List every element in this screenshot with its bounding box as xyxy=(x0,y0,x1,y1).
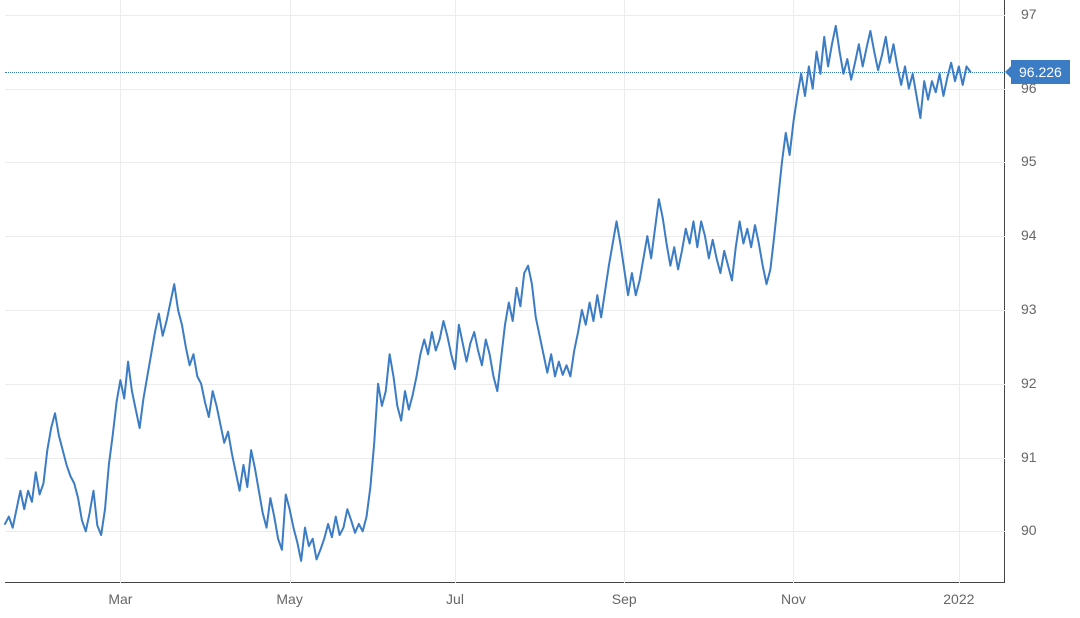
price-line-series xyxy=(0,0,1080,618)
price-chart: 96.226 9091929394959697MarMayJulSepNov20… xyxy=(0,0,1080,618)
